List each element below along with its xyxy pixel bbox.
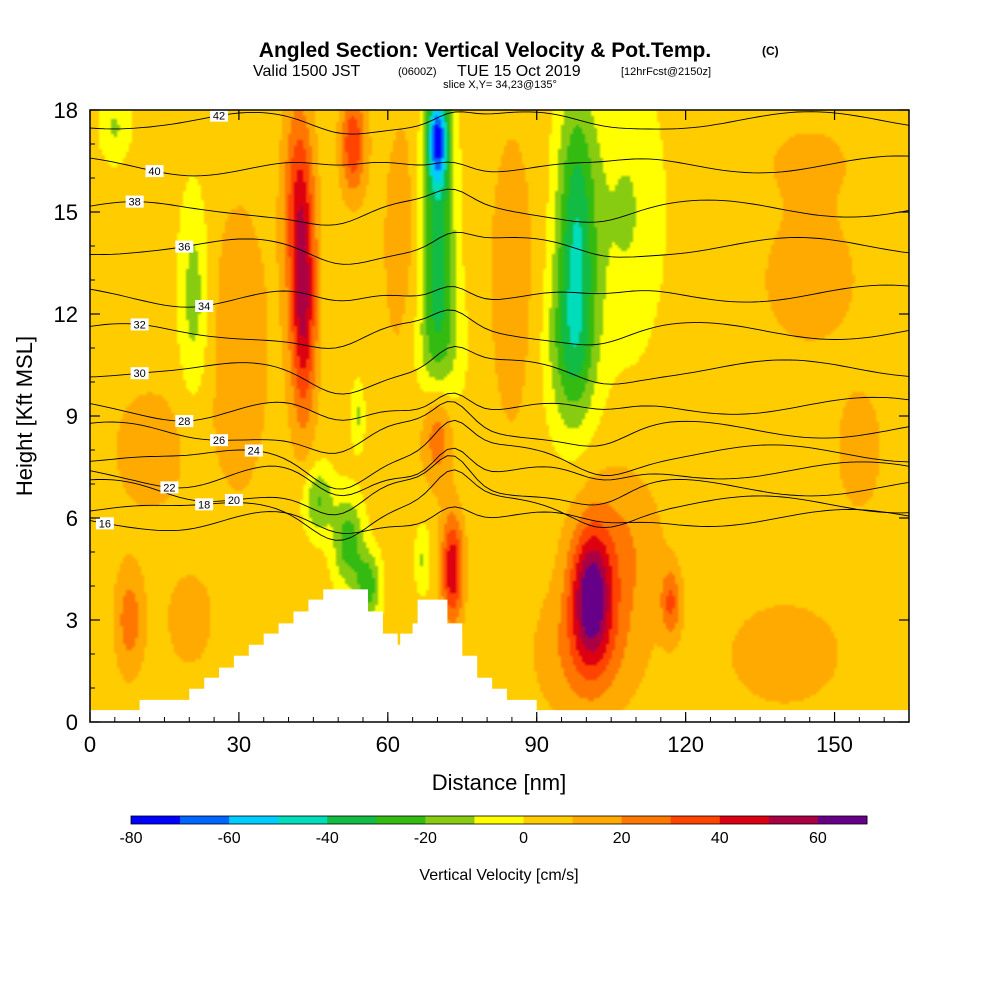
colorbar-tick-label: -40 [316,830,339,847]
colorbar-swatch [425,816,475,824]
chart-title-unit: (C) [762,44,779,58]
terrain-mask [90,589,909,722]
isentrope-label: 22 [163,482,175,494]
chart-subtitle-date: TUE 15 Oct 2019 [457,63,581,80]
isentrope-line [90,447,909,497]
isentrope-line [90,309,909,349]
isentrope-label: 36 [178,242,190,254]
x-tick-label: 0 [84,732,96,757]
colorbar: -80 -60 -40 -20 0 20 40 60 [119,815,868,847]
y-tick-label: 9 [66,404,78,429]
x-tick-label: 60 [376,732,400,757]
isentrope-label-bg [175,240,194,253]
isentrope-label: 24 [248,446,260,458]
colorbar-swatch [621,816,672,824]
isentrope-line [90,392,909,422]
isentrope-label-bg [130,367,149,380]
x-axis: 0 30 60 90 120 150 [84,110,910,757]
isentrope-label: 32 [134,319,146,331]
chart-subtitle-valid: Valid 1500 JST [253,63,361,80]
vertical-velocity-field [90,110,909,722]
colorbar-frame [130,815,868,825]
y-tick-label: 18 [54,98,78,123]
isentrope-label-bg [130,318,149,331]
colorbar-tick-label: -80 [119,830,142,847]
isentrope-label-bg [195,498,214,511]
isentrope-label-bg [244,444,263,457]
isentrope-label: 42 [213,111,225,123]
colorbar-label: Vertical Velocity [cm/s] [419,867,578,884]
colorbar-swatch [327,816,377,824]
isentrope-label: 20 [228,495,240,507]
y-tick-label: 6 [66,506,78,531]
isentrope-line [90,284,909,308]
x-tick-label: 150 [816,732,853,757]
chart-title: Angled Section: Vertical Velocity & Pot.… [259,39,711,62]
y-tick-label: 15 [54,200,78,225]
colorbar-swatch [278,816,328,824]
y-axis-label: Height [Kft MSL] [12,336,37,496]
colorbar-tick-label: -60 [218,830,241,847]
isentrope-line [90,506,909,534]
chart-slice-label: slice X,Y= 34,23@135° [443,79,557,91]
x-tick-label: 30 [227,732,251,757]
y-tick-label: 0 [66,710,78,735]
isentrope-label-bg [95,517,114,530]
colorbar-tick-label: 40 [711,830,729,847]
colorbar-tick-label: 60 [809,830,827,847]
isentrope-label: 38 [129,197,141,209]
isentrope-label: 34 [198,301,210,313]
chart-subtitle-zulu: (0600Z) [398,66,437,78]
x-axis-label: Distance [nm] [432,770,567,795]
isentrope-label: 30 [134,368,146,380]
colorbar-tick-label: 20 [613,830,631,847]
colorbar-swatch [376,816,426,824]
isentrope-label-bg [224,493,243,506]
colorbar-swatch [180,816,230,824]
isentrope-line [90,155,909,177]
isentrope-label: 26 [213,435,225,447]
isentrope-label: 40 [148,166,160,178]
colorbar-tick-label: -20 [414,830,437,847]
colorbar-swatch [474,816,525,824]
y-tick-label: 12 [54,302,78,327]
isentrope-label: 18 [198,499,210,511]
isentrope-label: 28 [178,416,190,428]
isentrope-line [90,188,909,226]
isentrope-label-bg [175,415,194,428]
colorbar-swatch [670,816,721,824]
colorbar-swatch [523,816,574,824]
isentrope-label-bg [210,110,229,122]
colorbar-swatch [719,816,770,824]
colorbar-swatch [572,816,623,824]
x-tick-label: 90 [524,732,548,757]
isentrope-line [90,419,909,490]
colorbar-swatch [229,816,279,824]
isentrope-label-bg [160,481,179,494]
isentrope-line [90,231,909,265]
chart-subtitle-forecast: [12hrFcst@2150z] [621,66,711,78]
x-tick-label: 120 [667,732,704,757]
isentrope-label-bg [125,195,144,208]
colorbar-swatch [131,816,181,824]
y-tick-label: 3 [66,608,78,633]
isentrope-label-bg [145,165,164,178]
isentrope-label-bg [210,434,229,447]
colorbar-swatch [817,816,868,824]
isentrope-label-bg [195,299,214,312]
colorbar-swatch [768,816,819,824]
isentrope-label: 16 [99,518,111,530]
isentrope-line [90,345,909,395]
colorbar-tick-label: 0 [519,830,528,847]
